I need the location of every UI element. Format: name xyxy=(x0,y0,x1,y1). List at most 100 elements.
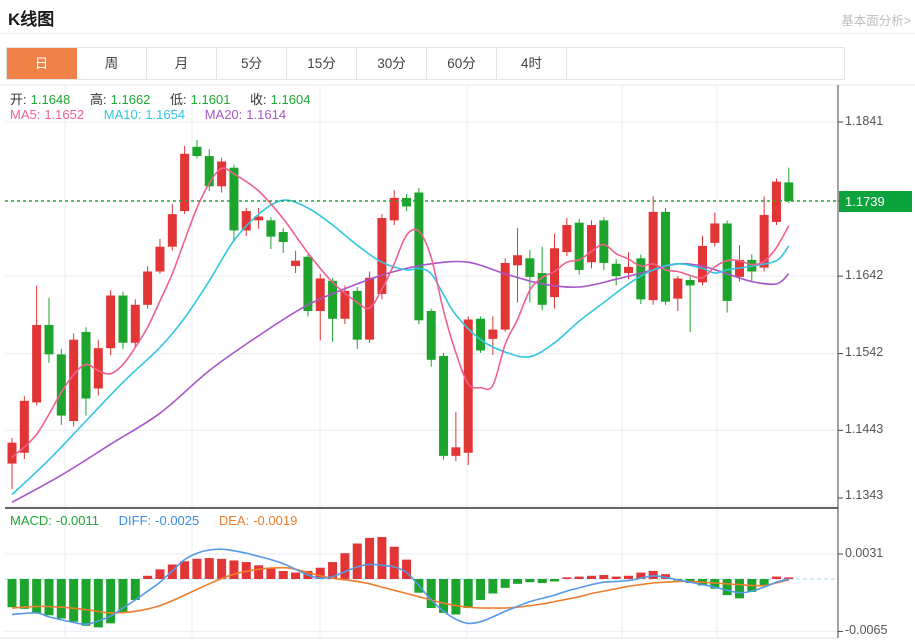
candle-body[interactable] xyxy=(426,311,436,360)
macd-bar[interactable] xyxy=(648,570,658,579)
candle-body[interactable] xyxy=(439,355,449,456)
candle-body[interactable] xyxy=(278,231,288,243)
macd-bar[interactable] xyxy=(722,579,732,596)
macd-bar[interactable] xyxy=(155,569,165,579)
macd-bar[interactable] xyxy=(217,558,227,579)
candle-body[interactable] xyxy=(291,260,301,267)
candle-body[interactable] xyxy=(673,278,683,299)
macd-bar[interactable] xyxy=(81,579,91,626)
macd-bar[interactable] xyxy=(7,579,17,608)
candle-body[interactable] xyxy=(303,256,313,312)
candle-body[interactable] xyxy=(562,225,572,253)
macd-bar[interactable] xyxy=(574,576,584,579)
macd-bar[interactable] xyxy=(254,565,264,579)
tab-30min[interactable]: 30分 xyxy=(357,48,427,79)
candle-body[interactable] xyxy=(648,211,658,301)
macd-bar[interactable] xyxy=(291,572,301,579)
candle-body[interactable] xyxy=(513,255,523,266)
macd-bar[interactable] xyxy=(118,579,128,613)
candle-body[interactable] xyxy=(451,447,461,456)
candle-body[interactable] xyxy=(377,218,387,294)
candle-body[interactable] xyxy=(192,146,202,157)
tab-60min[interactable]: 60分 xyxy=(427,48,497,79)
macd-bar[interactable] xyxy=(315,567,325,579)
candle-body[interactable] xyxy=(32,324,42,403)
candle-body[interactable] xyxy=(328,280,338,319)
macd-bar[interactable] xyxy=(266,568,276,579)
candle-body[interactable] xyxy=(315,278,325,312)
tab-day[interactable]: 日 xyxy=(7,48,77,79)
candle-body[interactable] xyxy=(624,266,633,274)
macd-bar[interactable] xyxy=(377,537,387,579)
candle-body[interactable] xyxy=(476,318,486,351)
macd-bar[interactable] xyxy=(426,579,436,609)
macd-bar[interactable] xyxy=(611,576,621,579)
macd-bar[interactable] xyxy=(537,579,547,584)
candle-body[interactable] xyxy=(229,167,239,231)
candle-body[interactable] xyxy=(44,324,54,355)
macd-bar[interactable] xyxy=(365,537,375,579)
macd-bar[interactable] xyxy=(229,560,239,579)
macd-bar[interactable] xyxy=(130,579,140,600)
candle-body[interactable] xyxy=(636,258,646,300)
candle-body[interactable] xyxy=(488,329,498,339)
candle-body[interactable] xyxy=(537,273,547,305)
candle-body[interactable] xyxy=(574,222,584,270)
candle-body[interactable] xyxy=(69,339,79,421)
candle-body[interactable] xyxy=(56,354,66,416)
candle-body[interactable] xyxy=(19,400,29,453)
candle-body[interactable] xyxy=(525,258,535,277)
candle-body[interactable] xyxy=(500,262,510,330)
tab-4hour[interactable]: 4时 xyxy=(497,48,567,79)
candle-body[interactable] xyxy=(389,197,399,221)
macd-bar[interactable] xyxy=(56,579,66,619)
tab-15min[interactable]: 15分 xyxy=(287,48,357,79)
candle-body[interactable] xyxy=(784,182,794,202)
candle-body[interactable] xyxy=(611,263,621,277)
candle-body[interactable] xyxy=(106,295,116,349)
candle-body[interactable] xyxy=(463,319,473,453)
macd-bar[interactable] xyxy=(32,579,42,613)
candle-body[interactable] xyxy=(685,280,695,286)
macd-bar[interactable] xyxy=(93,579,103,628)
macd-bar[interactable] xyxy=(488,579,498,594)
macd-bar[interactable] xyxy=(463,579,473,609)
candle-body[interactable] xyxy=(93,348,103,389)
candle-body[interactable] xyxy=(204,156,214,187)
candle-body[interactable] xyxy=(660,211,670,302)
macd-bar[interactable] xyxy=(759,579,769,586)
candle-body[interactable] xyxy=(550,248,560,298)
macd-bar[interactable] xyxy=(180,561,190,579)
macd-bar[interactable] xyxy=(278,570,288,579)
tab-week[interactable]: 周 xyxy=(77,48,147,79)
macd-bar[interactable] xyxy=(402,559,412,579)
candle-body[interactable] xyxy=(722,223,732,301)
candle-body[interactable] xyxy=(599,220,609,263)
fundamental-analysis-link[interactable]: 基本面分析> xyxy=(841,14,911,28)
candle-body[interactable] xyxy=(180,153,190,212)
macd-bar[interactable] xyxy=(784,577,794,579)
macd-bar[interactable] xyxy=(599,574,609,579)
candle-body[interactable] xyxy=(118,295,128,343)
macd-bar[interactable] xyxy=(69,579,79,622)
candle-body[interactable] xyxy=(587,225,597,263)
candle-body[interactable] xyxy=(155,246,165,272)
macd-bar[interactable] xyxy=(44,579,54,616)
candle-body[interactable] xyxy=(352,290,362,340)
macd-bar[interactable] xyxy=(192,558,202,579)
candle-body[interactable] xyxy=(167,214,177,247)
candle-body[interactable] xyxy=(710,223,720,243)
candle-body[interactable] xyxy=(254,216,264,221)
macd-bar[interactable] xyxy=(500,579,510,588)
macd-bar[interactable] xyxy=(771,576,781,579)
macd-bar[interactable] xyxy=(451,579,461,615)
candle-body[interactable] xyxy=(771,181,781,222)
macd-bar[interactable] xyxy=(513,579,523,584)
candle-body[interactable] xyxy=(7,442,17,464)
candle-body[interactable] xyxy=(130,304,140,343)
macd-bar[interactable] xyxy=(19,579,29,609)
macd-bar[interactable] xyxy=(636,572,646,579)
macd-bar[interactable] xyxy=(389,546,399,579)
tab-month[interactable]: 月 xyxy=(147,48,217,79)
